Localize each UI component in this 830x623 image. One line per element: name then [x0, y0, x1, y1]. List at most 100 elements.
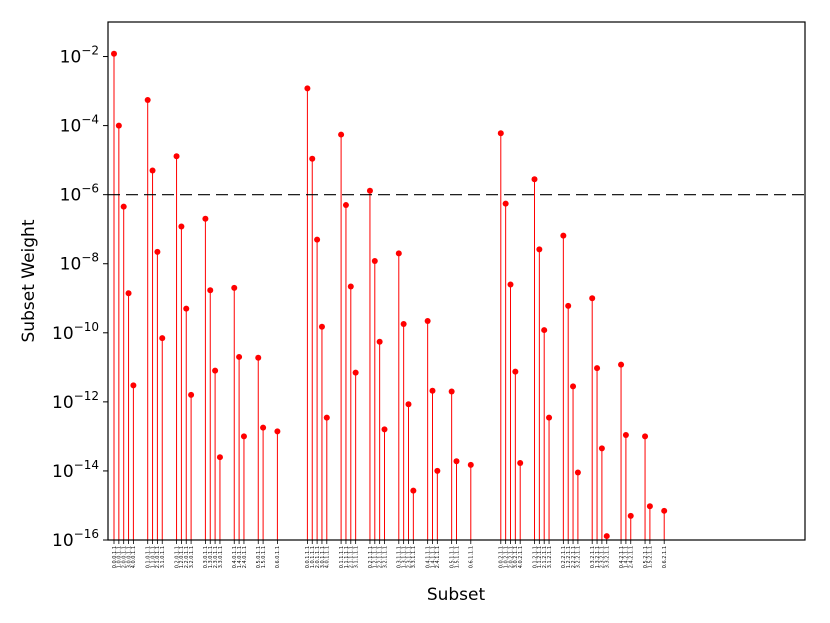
data-point-marker	[395, 250, 402, 257]
data-point-marker	[497, 130, 504, 137]
y-axis-label: Subset Weight	[19, 219, 39, 342]
data-point-marker	[236, 353, 243, 360]
data-point-marker	[502, 200, 509, 207]
y-tick-label: 10−12	[52, 389, 99, 413]
x-tick-label: 2.0.2.1.1	[508, 546, 514, 568]
markers-layer	[111, 50, 668, 540]
x-tick-label: 3.2.2.1.1	[576, 546, 582, 568]
data-point-marker	[338, 131, 345, 138]
x-tick-label: 1.5.0.1.1	[261, 546, 267, 568]
y-tick-label: 10−10	[52, 320, 99, 344]
x-tick-label: 3.0.1.1.1	[320, 546, 326, 568]
data-point-marker	[589, 295, 596, 302]
x-tick-label: 1.4.1.1.1	[430, 546, 436, 568]
x-tick-label: 2.0.0.1.1	[122, 546, 128, 568]
x-tick-label: 0.0.1.1.1	[305, 546, 311, 568]
data-point-marker	[115, 122, 122, 129]
x-tick-label: 1.5.1.1.1	[454, 546, 460, 568]
x-tick-label: 1.3.0.1.1	[208, 546, 214, 568]
x-tick-label: 4.0.1.1.1	[325, 546, 331, 568]
data-point-marker	[342, 202, 349, 209]
x-tick-label: 0.4.2.1.1	[619, 546, 625, 568]
x-tick-label: 0.6.0.1.1	[275, 546, 281, 568]
data-point-marker	[642, 433, 649, 440]
x-tick-label: 1.1.2.1.1	[537, 546, 543, 568]
data-point-marker	[429, 387, 436, 394]
x-tick-label: 3.2.0.1.1	[189, 546, 195, 568]
data-point-marker	[594, 365, 601, 372]
data-point-marker	[130, 382, 137, 389]
x-tick-label: 1.4.2.1.1	[624, 546, 630, 568]
x-tick-label: 1.2.0.1.1	[179, 546, 185, 568]
x-tick-label: 2.1.1.1.1	[349, 546, 355, 568]
y-tick-label: 10−4	[60, 113, 99, 137]
x-tick-label: 1.0.2.1.1	[503, 546, 509, 568]
data-point-marker	[570, 383, 577, 390]
y-tick-label: 10−2	[60, 44, 99, 68]
data-point-marker	[598, 445, 605, 452]
x-tick-label: 2.3.0.1.1	[213, 546, 219, 568]
data-point-marker	[274, 428, 281, 435]
x-tick-label: 0.0.2.1.1	[499, 546, 505, 568]
data-point-marker	[531, 176, 538, 183]
x-tick-label: 1.5.2.1.1	[648, 546, 654, 568]
x-axis-ticks: 0.0.0.1.11.0.0.1.12.0.0.1.13.0.0.1.14.0.…	[112, 540, 668, 568]
x-tick-label: 2.2.1.1.1	[377, 546, 383, 568]
data-point-marker	[381, 426, 388, 433]
data-point-marker	[574, 469, 581, 476]
data-point-marker	[240, 433, 247, 440]
x-tick-label: 3.3.0.1.1	[218, 546, 224, 568]
x-tick-label: 3.3.2.1.1	[605, 546, 611, 568]
x-tick-label: 3.1.2.1.1	[547, 546, 553, 568]
data-point-marker	[618, 361, 625, 368]
data-point-marker	[467, 461, 474, 468]
data-point-marker	[111, 50, 117, 57]
x-tick-label: 2.4.0.1.1	[242, 546, 248, 568]
x-tick-label: 0.3.2.1.1	[590, 546, 596, 568]
data-point-marker	[314, 236, 321, 243]
x-tick-label: 2.1.2.1.1	[542, 546, 548, 568]
x-tick-label: 0.1.2.1.1	[532, 546, 538, 568]
plot-background	[108, 22, 805, 540]
data-point-marker	[546, 414, 553, 421]
data-point-marker	[507, 281, 514, 288]
x-tick-label: 1.2.1.1.1	[373, 546, 379, 568]
x-tick-label: 0.5.1.1.1	[449, 546, 455, 568]
y-tick-label: 10−14	[52, 458, 99, 482]
data-point-marker	[424, 317, 431, 324]
data-point-marker	[173, 153, 180, 160]
x-tick-label: 3.0.2.1.1	[513, 546, 519, 568]
data-point-marker	[231, 284, 238, 291]
data-point-marker	[405, 401, 412, 408]
data-point-marker	[366, 187, 373, 194]
data-point-marker	[512, 368, 519, 375]
x-tick-label: 1.0.0.1.1	[117, 546, 123, 568]
x-tick-label: 2.2.2.1.1	[571, 546, 577, 568]
x-tick-label: 2.2.0.1.1	[184, 546, 190, 568]
x-tick-label: 0.0.0.1.1	[112, 546, 118, 568]
data-point-marker	[202, 215, 209, 222]
data-point-marker	[347, 283, 354, 290]
x-tick-label: 1.2.2.1.1	[566, 546, 572, 568]
data-point-marker	[536, 246, 543, 253]
data-point-marker	[376, 338, 383, 345]
data-point-marker	[212, 367, 219, 374]
data-point-marker	[541, 327, 548, 334]
data-point-marker	[188, 391, 195, 398]
x-tick-label: 2.3.2.1.1	[600, 546, 606, 568]
data-point-marker	[304, 85, 311, 92]
x-tick-label: 2.3.1.1.1	[406, 546, 412, 568]
x-tick-label: 4.0.2.1.1	[518, 546, 524, 568]
data-point-marker	[309, 155, 316, 162]
data-point-marker	[149, 167, 156, 174]
data-point-marker	[517, 459, 524, 466]
data-point-marker	[453, 458, 460, 465]
data-point-marker	[448, 388, 455, 395]
data-point-marker	[207, 287, 214, 294]
y-tick-label: 10−8	[60, 251, 99, 275]
data-point-marker	[565, 302, 572, 309]
x-tick-label: 3.1.1.1.1	[353, 546, 359, 568]
x-tick-label: 2.0.1.1.1	[315, 546, 321, 568]
x-tick-label: 0.4.1.1.1	[425, 546, 431, 568]
